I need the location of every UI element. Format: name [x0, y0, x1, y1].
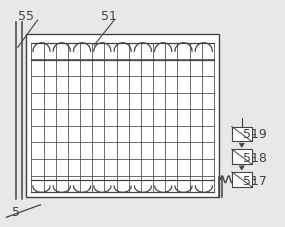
Text: 55: 55 [18, 10, 34, 23]
Bar [26, 35, 219, 197]
Bar [232, 150, 252, 164]
Text: 518: 518 [243, 151, 266, 164]
Bar [232, 172, 252, 187]
Text: 517: 517 [243, 175, 266, 188]
Text: 5: 5 [12, 205, 20, 218]
Polygon shape [239, 166, 244, 170]
Text: 51: 51 [101, 10, 116, 23]
Bar [232, 127, 252, 142]
Polygon shape [239, 144, 244, 148]
Text: 519: 519 [243, 127, 266, 140]
